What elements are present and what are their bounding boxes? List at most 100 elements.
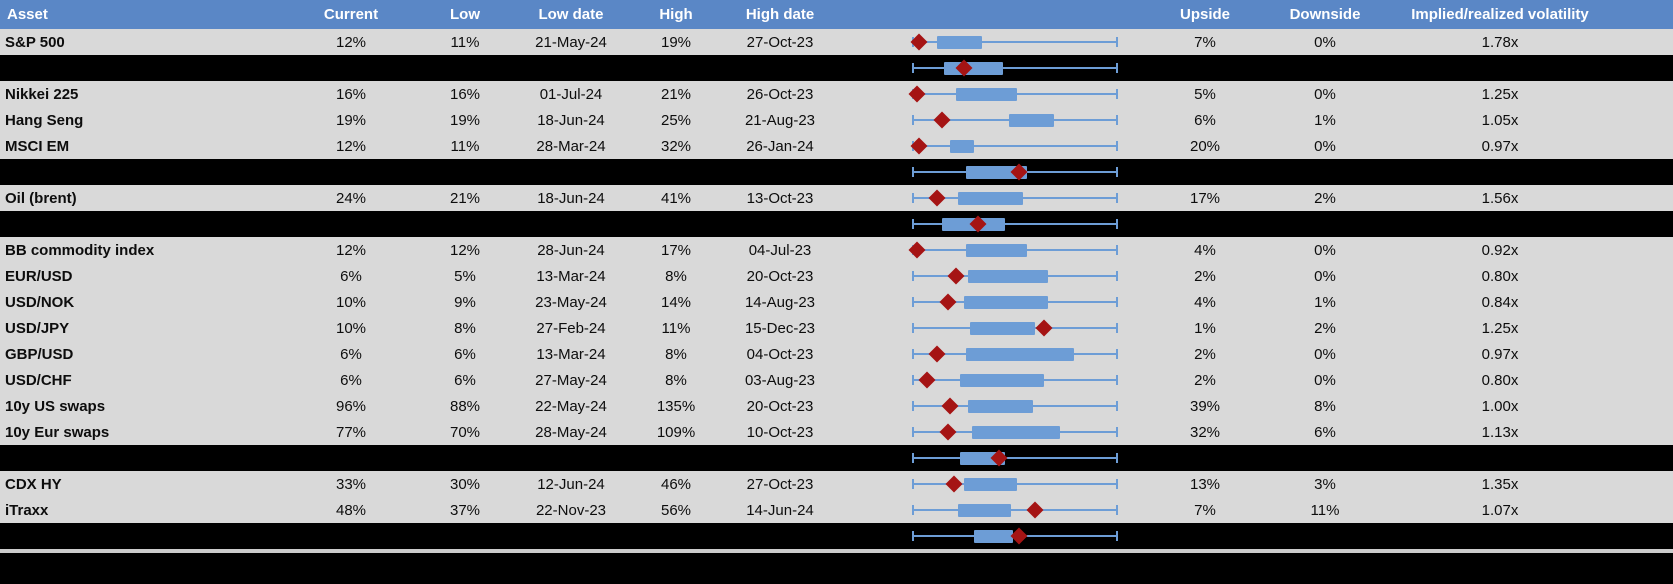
range-plot	[832, 289, 1140, 315]
cell-asset: CDX HY	[5, 475, 62, 493]
cell-downside: 1%	[1314, 293, 1336, 311]
cell-high: 41%	[660, 189, 692, 207]
whisker-cap-right	[1116, 271, 1118, 281]
cell-low-date: 28-May-24	[535, 423, 607, 441]
cell-current: 12%	[335, 241, 367, 259]
whisker-cap-right	[1116, 37, 1118, 47]
range-box	[957, 504, 1011, 517]
col-header-high-date: High date	[745, 6, 815, 23]
diamond-marker	[1035, 319, 1053, 337]
whisker-cap-left	[912, 531, 914, 541]
cell-upside: 2%	[1194, 371, 1216, 389]
cell-upside: 1%	[1194, 319, 1216, 337]
cell-low: 8%	[454, 319, 476, 337]
cell-current: 6%	[340, 345, 362, 363]
cell-high: 8%	[665, 345, 687, 363]
diamond-marker	[928, 345, 946, 363]
cell-implied: 1.35x	[1481, 475, 1519, 493]
whisker-cap-left	[912, 167, 914, 177]
cell-upside: 6%	[1194, 111, 1216, 129]
whisker-line	[913, 457, 1117, 459]
cell-low: 11%	[450, 33, 480, 51]
cell-low-date: 28-Jun-24	[537, 241, 605, 259]
range-plot	[832, 159, 1140, 185]
range-plot	[832, 523, 1140, 549]
cell-low: 19%	[449, 111, 481, 129]
range-plot	[832, 315, 1140, 341]
cell-asset: iTraxx	[5, 501, 49, 519]
diamond-marker	[928, 189, 946, 207]
whisker-cap-right	[1116, 323, 1118, 333]
whisker-cap-left	[912, 297, 914, 307]
cell-high: 135%	[656, 397, 696, 415]
cell-downside: 0%	[1314, 371, 1336, 389]
table-row: EUR/USD 6% 5% 13-Mar-24 8% 20-Oct-23 2% 0% 0.80x	[0, 263, 1673, 289]
range-box	[957, 192, 1024, 205]
whisker-cap-left	[912, 505, 914, 515]
whisker-cap-right	[1116, 401, 1118, 411]
cell-current: 6%	[340, 267, 362, 285]
cell-current: 10%	[335, 293, 367, 311]
cell-upside: 32%	[1189, 423, 1221, 441]
cell-low-date: 27-May-24	[535, 371, 607, 389]
col-header-upside: Upside	[1179, 6, 1230, 23]
whisker-cap-right	[1116, 453, 1118, 463]
col-header-downside: Downside	[1289, 6, 1361, 23]
range-box	[937, 36, 983, 49]
cell-implied: 0.92x	[1481, 241, 1519, 259]
whisker-line	[913, 41, 1117, 43]
cell-asset: 10y Eur swaps	[5, 423, 110, 441]
range-plot	[832, 185, 1140, 211]
cell-high-date: 20-Oct-23	[746, 267, 814, 285]
range-plot	[832, 341, 1140, 367]
whisker-line	[913, 509, 1117, 511]
cell-downside: 11%	[1310, 501, 1340, 519]
table-row: USD/NOK 10% 9% 23-May-24 14% 14-Aug-23 4% 1% 0.8…	[0, 289, 1673, 315]
diamond-marker	[918, 371, 936, 389]
cell-implied: 0.80x	[1481, 371, 1519, 389]
range-box	[949, 140, 975, 153]
cell-implied: 1.05x	[1481, 111, 1519, 129]
range-box	[968, 270, 1048, 283]
cell-low-date: 28-Mar-24	[536, 137, 606, 155]
cell-downside: 2%	[1314, 319, 1336, 337]
cell-low: 88%	[449, 397, 481, 415]
table-row: USD/JPY 10% 8% 27-Feb-24 11% 15-Dec-23 1% 2% 1.2…	[0, 315, 1673, 341]
cell-upside: 20%	[1189, 137, 1221, 155]
range-box	[959, 374, 1044, 387]
range-box	[974, 530, 1013, 543]
whisker-cap-right	[1116, 219, 1118, 229]
table-row: Oil (brent) 24% 21% 18-Jun-24 41% 13-Oct-23 17…	[0, 185, 1673, 211]
col-header-asset: Asset	[7, 6, 48, 23]
range-box	[966, 244, 1028, 257]
cell-downside: 0%	[1314, 267, 1336, 285]
range-box	[964, 478, 1018, 491]
cell-asset: USD/NOK	[5, 293, 75, 311]
whisker-cap-left	[912, 427, 914, 437]
cell-asset: GBP/USD	[5, 345, 74, 363]
cell-high: 21%	[660, 85, 692, 103]
col-header-current: Current	[323, 6, 379, 23]
whisker-cap-right	[1116, 505, 1118, 515]
range-box	[955, 88, 1018, 101]
table-row: S&P 500 12% 11% 21-May-24 19% 27-Oct-23 7% 0% 1.…	[0, 29, 1673, 55]
cell-current: 6%	[340, 371, 362, 389]
cell-low: 6%	[454, 371, 476, 389]
cell-low: 11%	[450, 137, 480, 155]
cell-implied: 1.07x	[1481, 501, 1519, 519]
range-plot	[832, 367, 1140, 393]
whisker-cap-left	[912, 453, 914, 463]
cell-low: 12%	[449, 241, 481, 259]
cell-implied: 1.25x	[1481, 319, 1519, 337]
cell-current: 33%	[335, 475, 367, 493]
table-row: CDX HY 33% 30% 12-Jun-24 46% 27-Oct-23 13% 3% 1.…	[0, 471, 1673, 497]
cell-high: 46%	[660, 475, 692, 493]
table-row: iTraxx 48% 37% 22-Nov-23 56% 14-Jun-24 7% 11% 1.…	[0, 497, 1673, 523]
cell-high-date: 20-Oct-23	[746, 397, 814, 415]
col-header-low-date: Low date	[538, 6, 604, 23]
cell-high-date: 13-Oct-23	[746, 189, 814, 207]
cell-downside: 0%	[1314, 33, 1336, 51]
cell-high-date: 27-Oct-23	[746, 33, 814, 51]
cell-current: 10%	[335, 319, 367, 337]
cell-upside: 7%	[1194, 33, 1216, 51]
